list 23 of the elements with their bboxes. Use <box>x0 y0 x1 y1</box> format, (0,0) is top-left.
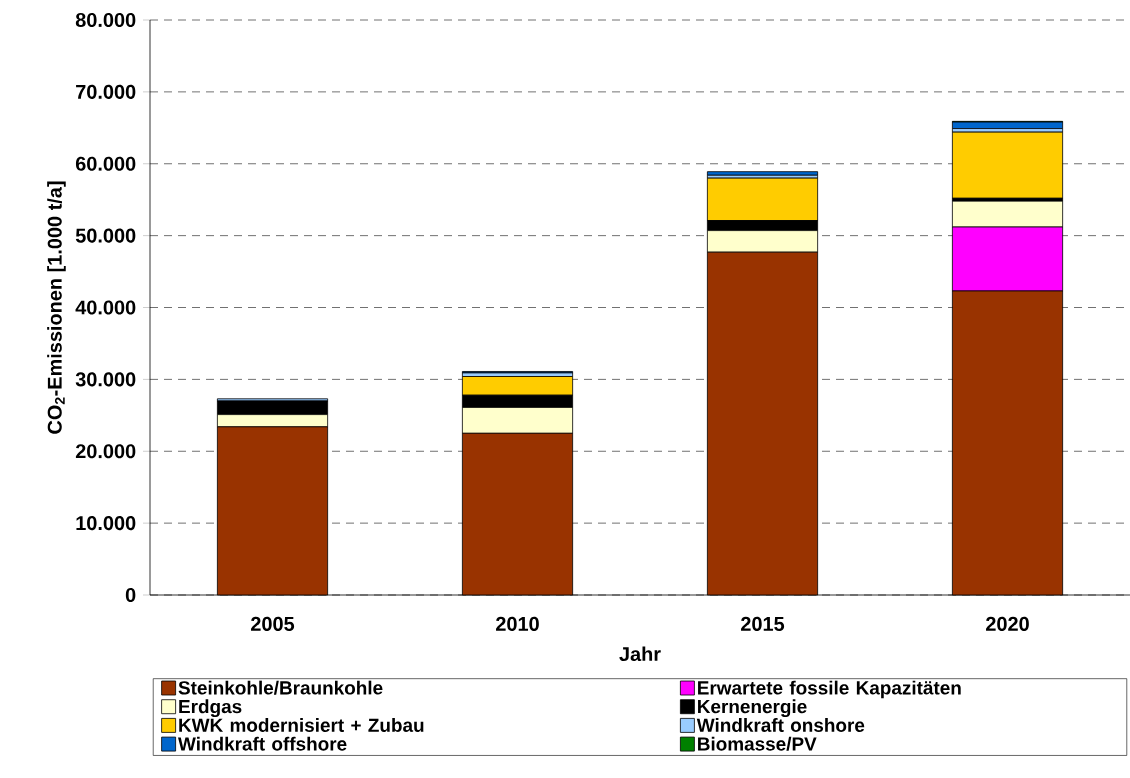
legend-label: Kernenergie <box>698 699 807 718</box>
legend-label: KWK modernisiert + Zubau <box>179 718 424 732</box>
legend-label: Steinkohle/Braunkohle <box>178 680 383 695</box>
y-tick-label: 80.000 <box>75 12 136 28</box>
legend-label: Windkraft onshore <box>696 718 865 732</box>
y-tick-label: 70.000 <box>76 84 136 99</box>
y-tick-label: 30.000 <box>75 372 136 387</box>
legend-label: Erwartete fossile Kapazitäten <box>698 680 961 699</box>
y-tick-label: 50.000 <box>75 228 136 243</box>
y-tick-label: 0 <box>125 587 136 603</box>
x-axis-title: Jahr <box>619 646 661 662</box>
y-axis-title: CO$_{2}$-Emissionen [1.000 t/a] <box>47 181 66 434</box>
y-tick-label: 20.000 <box>75 444 136 459</box>
y-tick-label: 10.000 <box>76 516 136 531</box>
x-tick-label: 2005 <box>251 616 295 631</box>
y-tick-label: 40.000 <box>75 300 136 315</box>
x-tick-label: 2015 <box>741 616 785 631</box>
legend-label: Erdgas <box>179 699 242 718</box>
x-tick-label: 2020 <box>986 616 1029 631</box>
y-tick-label: 60.000 <box>75 156 136 171</box>
x-tick-label: 2010 <box>496 616 539 631</box>
legend-label: Biomasse/PV <box>698 736 817 751</box>
legend-label: Windkraft offshore <box>178 736 347 751</box>
